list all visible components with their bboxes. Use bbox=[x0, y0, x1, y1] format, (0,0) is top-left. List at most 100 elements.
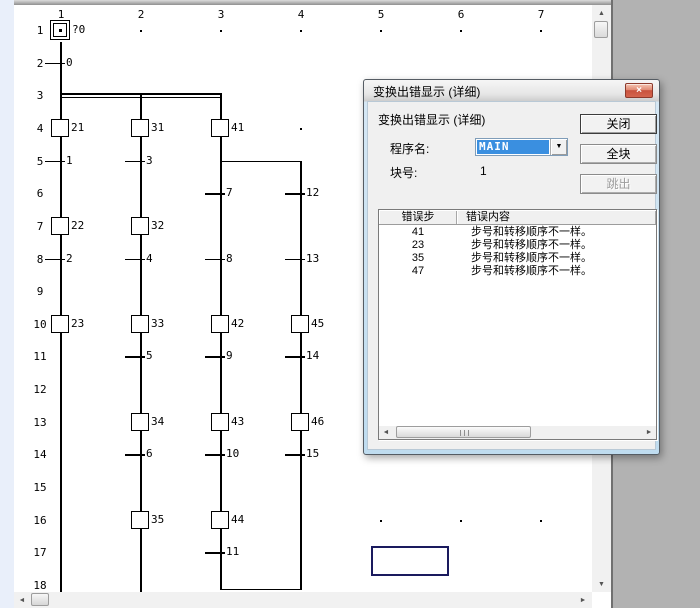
sfc-step-box[interactable] bbox=[291, 412, 309, 431]
left-arrow-icon: ◄ bbox=[18, 596, 26, 604]
program-name-combobox[interactable]: MAIN ▼ bbox=[475, 138, 568, 156]
sfc-transition-bar[interactable] bbox=[45, 160, 65, 163]
sfc-step-box[interactable] bbox=[211, 412, 229, 431]
sfc-grid-dot bbox=[540, 30, 542, 32]
sfc-connector-line bbox=[300, 161, 302, 590]
error-row[interactable]: 41 步号和转移顺序不一样。 bbox=[379, 226, 656, 239]
initial-step-dot-icon bbox=[58, 28, 62, 32]
error-step-cell: 41 bbox=[411, 226, 425, 238]
row-header: 18 bbox=[33, 578, 47, 592]
close-icon[interactable]: × bbox=[625, 83, 653, 98]
sfc-transition-bar[interactable] bbox=[205, 454, 225, 456]
sfc-step-label: 22 bbox=[71, 218, 85, 232]
scroll-left-button[interactable]: ◄ bbox=[379, 426, 393, 439]
scroll-down-button[interactable]: ▼ bbox=[592, 576, 611, 592]
row-header: 11 bbox=[33, 350, 47, 364]
sfc-step-box[interactable] bbox=[211, 314, 229, 333]
horizontal-scrollbar[interactable]: ◄ ► bbox=[14, 592, 592, 608]
scroll-left-button[interactable]: ◄ bbox=[14, 592, 30, 608]
error-step-column-header[interactable]: 错误步 bbox=[379, 210, 457, 224]
vertical-scroll-thumb[interactable] bbox=[594, 21, 608, 38]
sfc-initial-step[interactable] bbox=[50, 20, 70, 40]
error-row[interactable]: 47 步号和转移顺序不一样。 bbox=[379, 265, 656, 278]
up-arrow-icon: ▲ bbox=[598, 9, 605, 17]
sfc-transition-bar[interactable] bbox=[285, 454, 305, 456]
error-content-cell: 步号和转移顺序不一样。 bbox=[471, 265, 592, 277]
sfc-transition-bar[interactable] bbox=[285, 356, 305, 358]
chevron-down-icon[interactable]: ▼ bbox=[550, 139, 567, 155]
sfc-step-box[interactable] bbox=[291, 314, 309, 333]
column-header: 7 bbox=[537, 8, 545, 21]
sfc-transition-label: 2 bbox=[66, 251, 73, 265]
sfc-parallel-branch-line bbox=[60, 93, 222, 95]
left-margin-strip bbox=[0, 0, 14, 608]
error-content-cell: 步号和转移顺序不一样。 bbox=[471, 239, 592, 251]
sfc-transition-bar[interactable] bbox=[45, 62, 65, 65]
sfc-step-box[interactable] bbox=[131, 510, 149, 529]
error-list[interactable]: 错误步 错误内容 41 步号和转移顺序不一样。 23 步号和转移顺序不一样。 35 步号和… bbox=[378, 209, 657, 440]
sfc-initial-step-label: ?0 bbox=[72, 23, 86, 36]
sfc-transition-label: 0 bbox=[66, 55, 73, 69]
error-list-horizontal-scrollbar[interactable]: ◄ ► bbox=[379, 426, 656, 439]
sfc-transition-bar[interactable] bbox=[205, 552, 225, 554]
sfc-grid-dot bbox=[460, 519, 462, 522]
sfc-transition-bar[interactable] bbox=[45, 258, 65, 261]
sfc-step-label: 32 bbox=[151, 218, 165, 232]
sfc-step-box[interactable] bbox=[131, 314, 149, 333]
sfc-transition-bar[interactable] bbox=[285, 193, 305, 195]
sfc-transition-bar[interactable] bbox=[125, 454, 145, 456]
error-list-scroll-thumb[interactable] bbox=[396, 426, 531, 438]
sfc-transition-bar[interactable] bbox=[125, 160, 145, 163]
sfc-transition-bar[interactable] bbox=[205, 258, 225, 261]
all-blocks-button[interactable]: 全块 bbox=[580, 144, 657, 164]
sfc-edit-cursor bbox=[371, 546, 449, 576]
column-header: 4 bbox=[297, 8, 305, 21]
scroll-right-button[interactable]: ► bbox=[575, 592, 591, 608]
sfc-grid-dot bbox=[300, 30, 302, 32]
sfc-step-box[interactable] bbox=[131, 216, 149, 235]
sfc-transition-bar[interactable] bbox=[125, 258, 145, 261]
sfc-step-label: 41 bbox=[231, 120, 245, 134]
sfc-transition-label: 1 bbox=[66, 153, 73, 167]
dialog-heading: 变换出错显示 (详细) bbox=[378, 113, 486, 127]
sfc-transition-label: 4 bbox=[146, 251, 153, 265]
row-header: 10 bbox=[33, 317, 47, 331]
sfc-transition-label: 9 bbox=[226, 349, 233, 363]
thumb-grip-icon bbox=[459, 430, 469, 436]
sfc-transition-label: 15 bbox=[306, 447, 320, 461]
sfc-transition-bar[interactable] bbox=[285, 258, 305, 261]
program-name-label: 程序名: bbox=[390, 142, 430, 156]
sfc-transition-bar[interactable] bbox=[205, 193, 225, 195]
error-step-cell: 23 bbox=[411, 239, 425, 251]
error-list-header[interactable]: 错误步 错误内容 bbox=[379, 210, 656, 225]
sfc-step-box[interactable] bbox=[211, 510, 229, 529]
sfc-step-box[interactable] bbox=[51, 314, 69, 333]
error-content-column-header[interactable]: 错误内容 bbox=[457, 210, 656, 224]
sfc-step-box[interactable] bbox=[131, 412, 149, 431]
sfc-transition-bar[interactable] bbox=[125, 356, 145, 358]
close-button[interactable]: 关闭 bbox=[580, 114, 657, 134]
error-row[interactable]: 35 步号和转移顺序不一样。 bbox=[379, 252, 656, 265]
error-row[interactable]: 23 步号和转移顺序不一样。 bbox=[379, 239, 656, 252]
sfc-transition-bar[interactable] bbox=[205, 356, 225, 358]
sfc-step-label: 35 bbox=[151, 512, 165, 526]
sfc-branch-line bbox=[220, 160, 302, 163]
sfc-transition-label: 11 bbox=[226, 545, 240, 559]
row-header: 6 bbox=[36, 187, 44, 201]
sfc-connector-line bbox=[220, 95, 222, 590]
row-header: 8 bbox=[36, 252, 44, 266]
sfc-grid-dot bbox=[460, 30, 462, 32]
sfc-step-box[interactable] bbox=[51, 216, 69, 235]
sfc-step-box[interactable] bbox=[211, 118, 229, 137]
sfc-step-box[interactable] bbox=[51, 118, 69, 137]
column-header: 1 bbox=[57, 8, 65, 21]
dialog-title: 变换出错显示 (详细) bbox=[373, 85, 481, 99]
sfc-step-box[interactable] bbox=[131, 118, 149, 137]
horizontal-scroll-thumb[interactable] bbox=[31, 593, 49, 606]
scroll-right-button[interactable]: ► bbox=[642, 426, 656, 439]
sfc-transition-label: 6 bbox=[146, 447, 153, 461]
block-number-value: 1 bbox=[480, 164, 487, 178]
scroll-up-button[interactable]: ▲ bbox=[592, 5, 611, 21]
dialog-titlebar[interactable]: 变换出错显示 (详细) × bbox=[364, 80, 659, 101]
down-arrow-icon: ▼ bbox=[598, 580, 605, 588]
